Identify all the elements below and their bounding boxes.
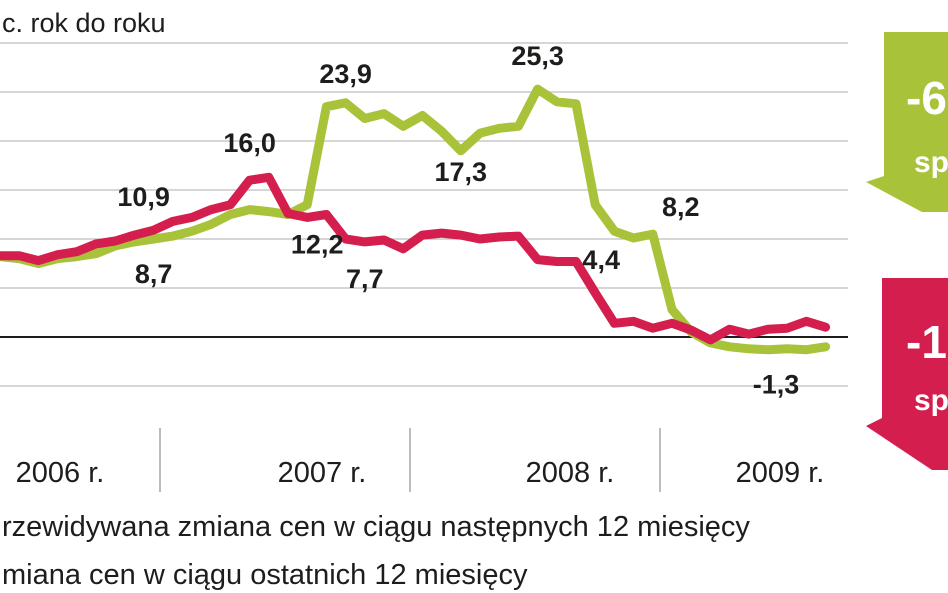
- legend-entry: miana cen w ciągu ostatnich 12 miesięcy: [2, 559, 528, 591]
- x-axis: 2006 r. 2007 r. 2008 r. 2009 r.: [16, 428, 825, 492]
- callout-badge: [866, 278, 948, 470]
- callout-value: -6: [906, 72, 947, 124]
- x-tick-label: 2007 r.: [278, 457, 367, 489]
- data-label: 8,7: [135, 259, 173, 289]
- data-label: 10,9: [117, 182, 170, 212]
- data-labels: 23,9 25,3 8,7 17,3 8,2 -1,3 10,9 16,0 12,27,7 4,4: [117, 41, 799, 400]
- data-label: 12,2: [291, 229, 344, 259]
- callout-value: -1: [906, 316, 947, 368]
- data-label: 7,7: [346, 264, 384, 294]
- series-line-0: [0, 84, 831, 355]
- callout-badge: [866, 32, 948, 212]
- callout-unit: sp: [914, 384, 948, 417]
- x-tick-label: 2009 r.: [736, 457, 825, 489]
- series-line-1: [0, 172, 831, 345]
- data-label: 8,2: [662, 192, 700, 222]
- side-callouts: -6 sp -1 sp: [866, 32, 948, 470]
- series-layer: [0, 84, 831, 355]
- legend: rzewidywana zmiana cen w ciągu następnyc…: [2, 511, 750, 591]
- data-label: 23,9: [319, 59, 372, 89]
- data-label: -1,3: [753, 370, 800, 400]
- data-label: 16,0: [223, 128, 276, 158]
- data-label: 4,4: [582, 245, 620, 275]
- x-tick-label: 2008 r.: [526, 457, 615, 489]
- data-label: 25,3: [511, 41, 564, 71]
- data-label: 17,3: [435, 157, 488, 187]
- y-axis-label: c. rok do roku: [2, 8, 166, 38]
- x-tick-label: 2006 r.: [16, 457, 105, 489]
- callout-unit: sp: [914, 146, 948, 179]
- legend-entry: rzewidywana zmiana cen w ciągu następnyc…: [2, 511, 750, 543]
